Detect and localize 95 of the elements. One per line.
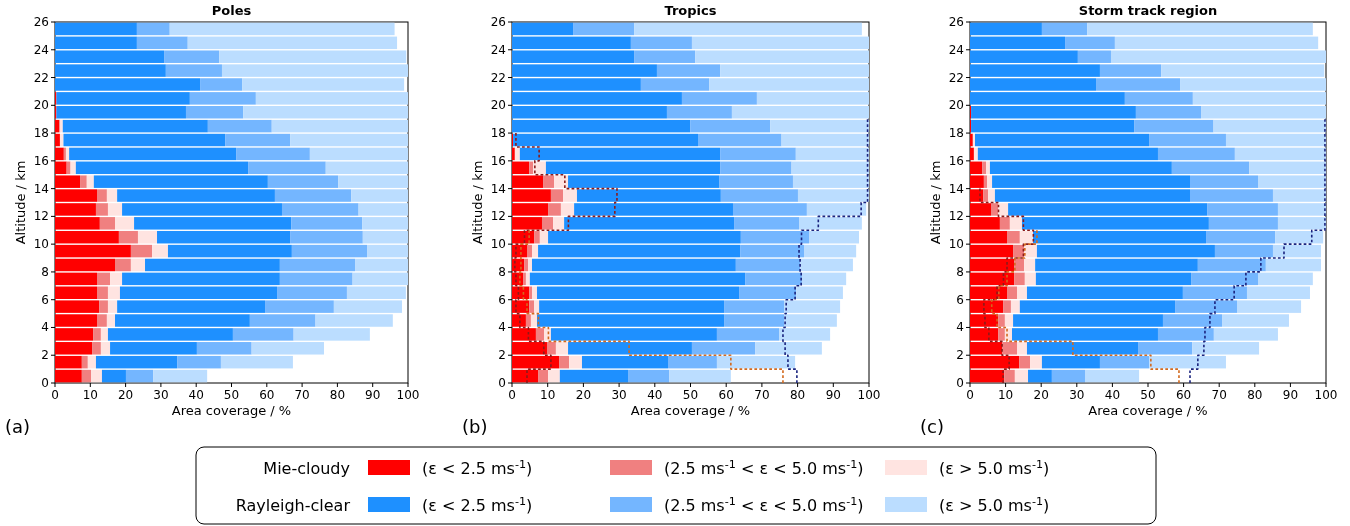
y-axis-title: Altitude / km <box>470 160 485 245</box>
legend-label: (2.5 ms$^{-1}$ < ε < 5.0 ms$^{-1}$) <box>664 457 864 478</box>
y-tick-label: 10 <box>33 237 49 252</box>
y-tick-label: 14 <box>33 181 49 196</box>
y-tick-label: 20 <box>490 98 506 113</box>
x-tick-label: 50 <box>223 388 240 402</box>
x-tick-label: 60 <box>259 388 275 402</box>
y-tick-label: 4 <box>956 320 964 335</box>
y-tick-label: 12 <box>948 209 964 224</box>
y-tick-label: 22 <box>490 70 506 85</box>
text: Rayleigh-clear <box>235 496 351 515</box>
y-tick-label: 12 <box>33 209 49 224</box>
x-tick-label: 100 <box>396 388 420 402</box>
chart-title: Poles <box>211 3 252 18</box>
x-tick-label: 10 <box>997 388 1014 402</box>
y-tick-label: 26 <box>948 15 964 29</box>
y-tick-label: 14 <box>948 181 964 196</box>
x-tick-label: 0 <box>51 388 59 402</box>
x-tick-label: 20 <box>575 388 592 402</box>
text: Mie-cloudy <box>263 459 350 478</box>
y-tick-label: 0 <box>41 376 49 390</box>
x-tick-label: 80 <box>1247 388 1263 402</box>
x-tick-label: 60 <box>718 388 734 402</box>
chart-title: Tropics <box>664 3 717 18</box>
text: (b) <box>462 416 488 437</box>
y-tick-label: 20 <box>33 98 49 113</box>
x-tick-label: 30 <box>153 388 169 402</box>
y-tick-label: 8 <box>41 264 49 279</box>
y-tick-label: 16 <box>33 153 49 168</box>
y-tick-label: 6 <box>956 292 964 307</box>
x-tick-label: 50 <box>1140 388 1156 402</box>
text: (c) <box>920 416 944 437</box>
x-tick-label: 90 <box>825 388 841 402</box>
x-tick-label: 40 <box>647 388 663 402</box>
x-tick-label: 0 <box>966 388 974 402</box>
y-tick-label: 8 <box>956 264 964 279</box>
y-axis-title: Altitude / km <box>928 160 943 245</box>
x-tick-label: 20 <box>117 388 134 402</box>
legend-label: (ε < 2.5 ms$^{-1}$) <box>422 457 533 478</box>
y-tick-label: 2 <box>498 348 506 363</box>
x-tick-label: 70 <box>294 388 310 402</box>
text: (a) <box>5 416 31 437</box>
y-tick-label: 12 <box>490 209 506 224</box>
x-tick-label: 80 <box>789 388 806 402</box>
x-tick-label: 0 <box>508 388 516 402</box>
y-tick-label: 4 <box>41 320 49 335</box>
y-tick-label: 22 <box>948 70 964 85</box>
y-tick-label: 2 <box>41 348 49 363</box>
x-tick-label: 10 <box>82 388 98 402</box>
x-tick-label: 40 <box>188 388 204 402</box>
y-tick-label: 20 <box>948 98 964 113</box>
x-tick-label: 70 <box>754 388 770 402</box>
y-tick-label: 22 <box>33 70 49 85</box>
y-tick-label: 4 <box>498 320 506 335</box>
x-axis-title: Area coverage / % <box>630 403 751 418</box>
x-tick-label: 60 <box>1175 388 1192 402</box>
y-tick-label: 10 <box>948 237 964 252</box>
legend-label: (ε > 5.0 ms$^{-1}$) <box>939 494 1050 515</box>
x-tick-label: 30 <box>611 388 627 402</box>
chart-title: Storm track region <box>1078 3 1218 18</box>
y-tick-label: 26 <box>33 15 49 29</box>
legend-label: (2.5 ms$^{-1}$ < ε < 5.0 ms$^{-1}$) <box>664 494 864 515</box>
y-tick-label: 24 <box>33 42 49 57</box>
x-axis-title: Area coverage / % <box>1088 403 1208 418</box>
y-tick-label: 24 <box>948 42 964 57</box>
y-tick-label: 26 <box>490 15 506 29</box>
x-tick-label: 90 <box>1282 388 1299 402</box>
y-tick-label: 18 <box>948 126 964 141</box>
y-tick-label: 18 <box>490 126 506 141</box>
legend-label: (ε < 2.5 ms$^{-1}$) <box>422 494 533 515</box>
y-tick-label: 2 <box>956 348 964 363</box>
y-tick-label: 10 <box>490 237 506 252</box>
x-axis-title: Area coverage / % <box>171 403 292 418</box>
x-tick-label: 20 <box>1033 388 1049 402</box>
y-tick-label: 8 <box>498 264 506 279</box>
x-tick-label: 100 <box>1314 388 1338 402</box>
x-tick-label: 40 <box>1104 388 1121 402</box>
y-tick-label: 16 <box>948 153 964 168</box>
x-tick-label: 100 <box>857 388 881 402</box>
y-tick-label: 6 <box>41 292 49 307</box>
x-tick-label: 80 <box>329 388 346 402</box>
y-axis-title: Altitude / km <box>13 160 28 245</box>
x-tick-label: 30 <box>1069 388 1085 402</box>
x-tick-label: 70 <box>1211 388 1227 402</box>
y-tick-label: 24 <box>490 42 506 57</box>
y-tick-label: 6 <box>498 292 506 307</box>
y-tick-label: 0 <box>498 376 506 390</box>
x-tick-label: 90 <box>365 388 381 402</box>
legend-label: (ε > 5.0 ms$^{-1}$) <box>939 457 1050 478</box>
x-tick-label: 10 <box>540 388 556 402</box>
y-tick-label: 14 <box>490 181 506 196</box>
y-tick-label: 18 <box>33 126 49 141</box>
y-tick-label: 0 <box>956 376 964 390</box>
x-tick-label: 50 <box>682 388 699 402</box>
y-tick-label: 16 <box>490 153 506 168</box>
